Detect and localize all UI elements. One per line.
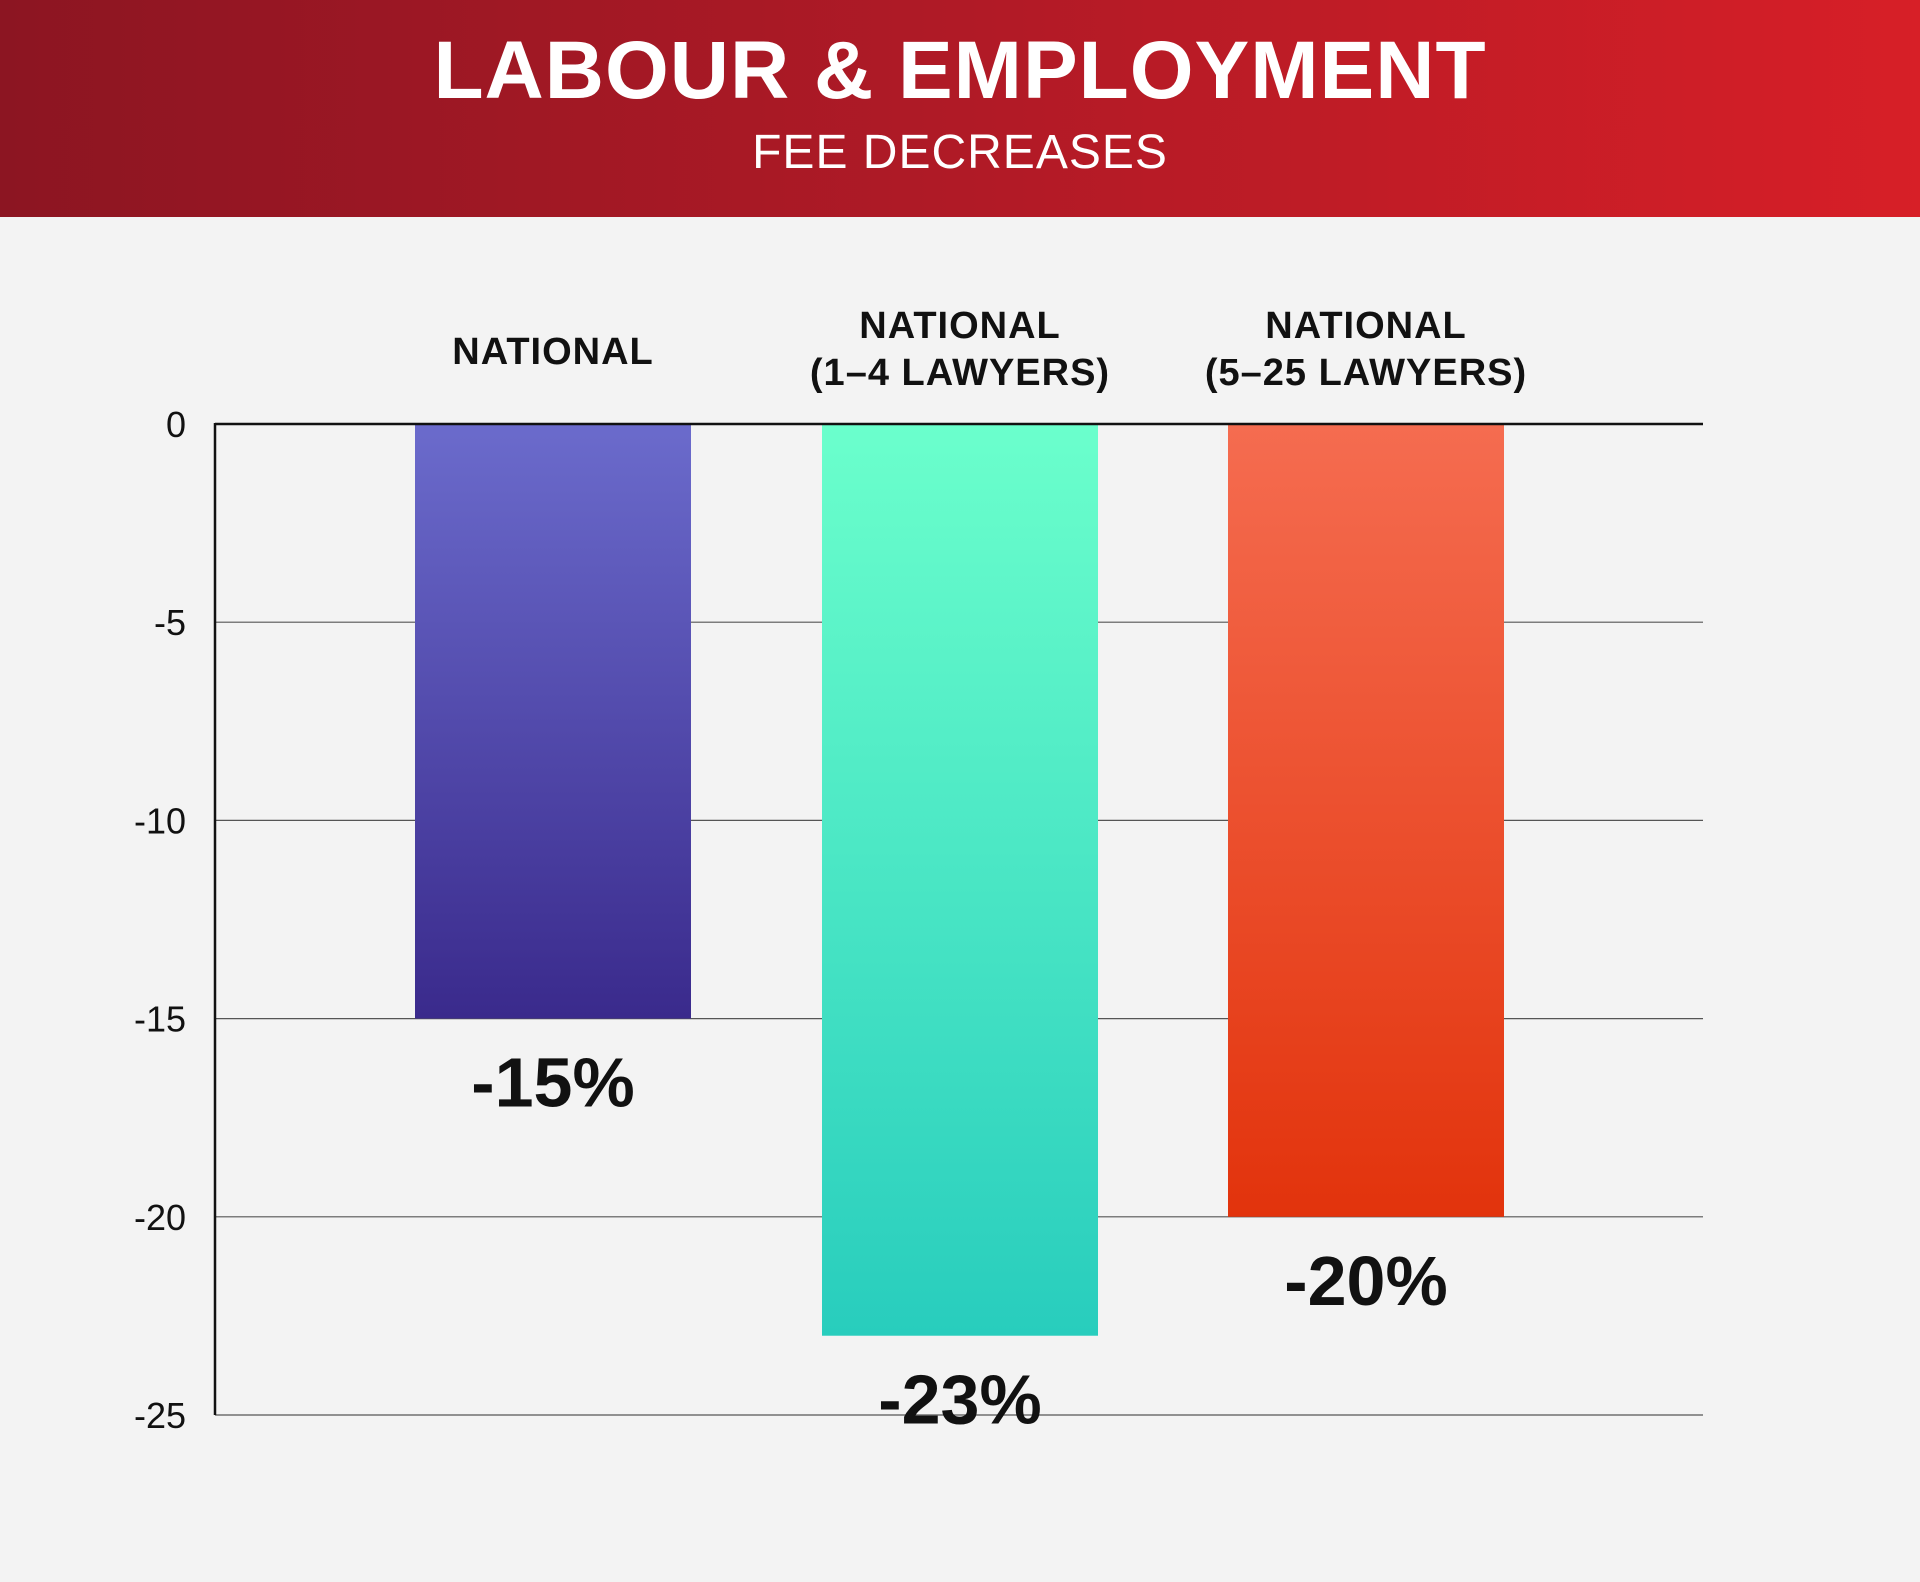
data-label: -15% xyxy=(471,1044,634,1122)
category-label: NATIONAL xyxy=(1265,305,1467,347)
bar xyxy=(822,424,1098,1336)
category-label: NATIONAL xyxy=(859,305,1061,347)
bar xyxy=(1228,424,1504,1217)
chart-title: LABOUR & EMPLOYMENT xyxy=(433,25,1487,116)
bar xyxy=(415,424,691,1019)
category-label: (1–4 LAWYERS) xyxy=(810,352,1110,394)
y-tick-label: 0 xyxy=(166,404,186,445)
y-tick-label: -20 xyxy=(134,1197,186,1238)
axes xyxy=(213,422,1703,1415)
y-tick-label: -25 xyxy=(134,1395,186,1436)
category-label: (5–25 LAWYERS) xyxy=(1205,352,1527,394)
category-label: NATIONAL xyxy=(452,331,654,373)
labels: 0 -5 -10 -15 -20 -25 -15% NATIONAL -23% NATIONAL (… xyxy=(134,305,1527,1439)
y-tick-label: -5 xyxy=(154,602,186,643)
chart-header: LABOUR & EMPLOYMENT FEE DECREASES xyxy=(0,0,1920,217)
chart-subtitle: FEE DECREASES xyxy=(752,126,1168,179)
y-tick-label: -10 xyxy=(134,800,186,841)
bars xyxy=(415,424,1504,1336)
y-tick-label: -15 xyxy=(134,999,186,1040)
data-label: -23% xyxy=(878,1361,1041,1439)
data-label: -20% xyxy=(1284,1242,1447,1320)
